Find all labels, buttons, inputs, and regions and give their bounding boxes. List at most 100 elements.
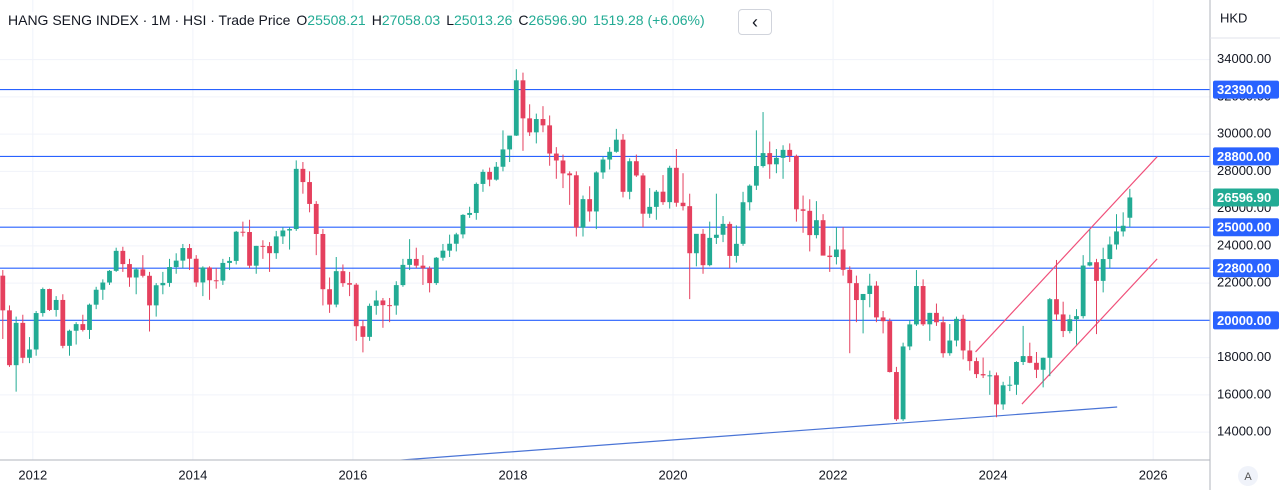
candle-body: [1100, 259, 1106, 281]
candle-body: [187, 248, 192, 259]
candle-body: [20, 322, 26, 358]
candle-body: [940, 322, 946, 354]
candle-body: [1020, 356, 1026, 362]
candle-body: [727, 223, 733, 256]
candle-body: [413, 258, 419, 266]
candle-body: [1127, 197, 1133, 218]
candle-body: [587, 199, 593, 212]
candle-body: [487, 171, 493, 180]
trendline: [1021, 258, 1158, 405]
candle-body: [73, 324, 79, 331]
candle-body: [987, 375, 993, 377]
candle-body: [800, 209, 806, 211]
candle-body: [173, 260, 179, 268]
candle-body: [927, 312, 933, 325]
annotations: [0, 88, 1210, 461]
candle-body: [1060, 314, 1066, 332]
candle-body: [307, 182, 312, 204]
candle-body: [920, 286, 926, 325]
candle-body: [827, 255, 833, 258]
candle-body: [133, 269, 139, 278]
candle-body: [613, 139, 619, 152]
time-axis-bg: [0, 460, 1210, 490]
candle-body: [980, 374, 986, 376]
candle-body: [1027, 356, 1033, 363]
axes: 14000.00 16000.00 18000.00 20000.00 22000.00…: [18, 51, 1279, 482]
candle-body: [860, 293, 866, 301]
candle-body: [93, 289, 99, 305]
candle-body: [373, 300, 379, 306]
candle-body: [620, 139, 626, 192]
candle-body: [327, 289, 332, 305]
candle-body: [633, 161, 639, 176]
candle-body: [400, 264, 406, 286]
candle-body: [320, 233, 326, 290]
candle-body: [493, 166, 499, 180]
candle-body: [967, 350, 973, 362]
candle-body: [433, 257, 439, 284]
candle-body: [160, 282, 166, 286]
candle-body: [467, 212, 473, 215]
candle-body: [540, 119, 546, 126]
candle-body: [280, 230, 286, 237]
x-tick-label: 2024: [979, 467, 1008, 482]
candle-body: [607, 151, 613, 160]
candle-body: [473, 183, 479, 213]
candle-body: [713, 234, 719, 238]
close-key: C: [518, 12, 529, 28]
candle-body: [787, 149, 793, 156]
y-tick-label: 16000.00: [1217, 386, 1271, 401]
x-tick-label: 2020: [659, 467, 688, 482]
candle-body: [247, 232, 252, 266]
candle-body: [1087, 262, 1093, 266]
candle-body: [367, 305, 372, 337]
level-tag: [1213, 80, 1279, 99]
candle-body: [814, 220, 819, 236]
candle-body: [747, 185, 753, 203]
candle-body: [213, 280, 219, 282]
candle-body: [293, 168, 299, 230]
candle-body: [453, 234, 459, 244]
candle-body: [1014, 361, 1019, 385]
candle-body: [773, 157, 779, 165]
candle-body: [53, 299, 59, 310]
last-price-label: 26596.90: [1217, 190, 1271, 205]
auto-scale-button[interactable]: [1238, 466, 1258, 486]
level-label: 25000.00: [1217, 220, 1271, 235]
candle-body: [387, 305, 392, 307]
x-tick-label: 2012: [18, 467, 47, 482]
y-tick-label: 28000.00: [1217, 163, 1271, 178]
x-tick-label: 2016: [338, 467, 367, 482]
candle-body: [1074, 316, 1079, 320]
level-tag: [1213, 259, 1279, 278]
candle-body: [447, 243, 453, 251]
candles: [0, 69, 1133, 421]
candle-body: [673, 167, 679, 203]
candle-body: [67, 330, 72, 346]
candle-body: [287, 229, 292, 231]
candle-body: [854, 283, 859, 301]
candle-body: [460, 214, 466, 235]
candle-body: [87, 304, 92, 330]
candle-body: [947, 340, 953, 354]
candle-body: [1047, 299, 1053, 358]
candle-body: [733, 243, 739, 256]
candle-body: [313, 203, 319, 234]
candle-body: [7, 310, 12, 366]
candle-body: [0, 275, 6, 311]
level-label: 32390.00: [1217, 82, 1271, 97]
level-tag: [1213, 147, 1279, 166]
auto-scale-label[interactable]: A: [1244, 471, 1252, 483]
candle-body: [567, 173, 573, 176]
candle-body: [220, 262, 226, 281]
y-tick-label: 24000.00: [1217, 237, 1271, 252]
candle-body: [767, 153, 773, 165]
candle-body: [420, 265, 426, 269]
y-tick-label: 22000.00: [1217, 275, 1271, 290]
level-tag: [1213, 218, 1279, 237]
candle-body: [580, 199, 586, 228]
change: 1519.28 (+6.06%): [592, 12, 705, 28]
collapse-button[interactable]: ‹: [738, 9, 772, 35]
